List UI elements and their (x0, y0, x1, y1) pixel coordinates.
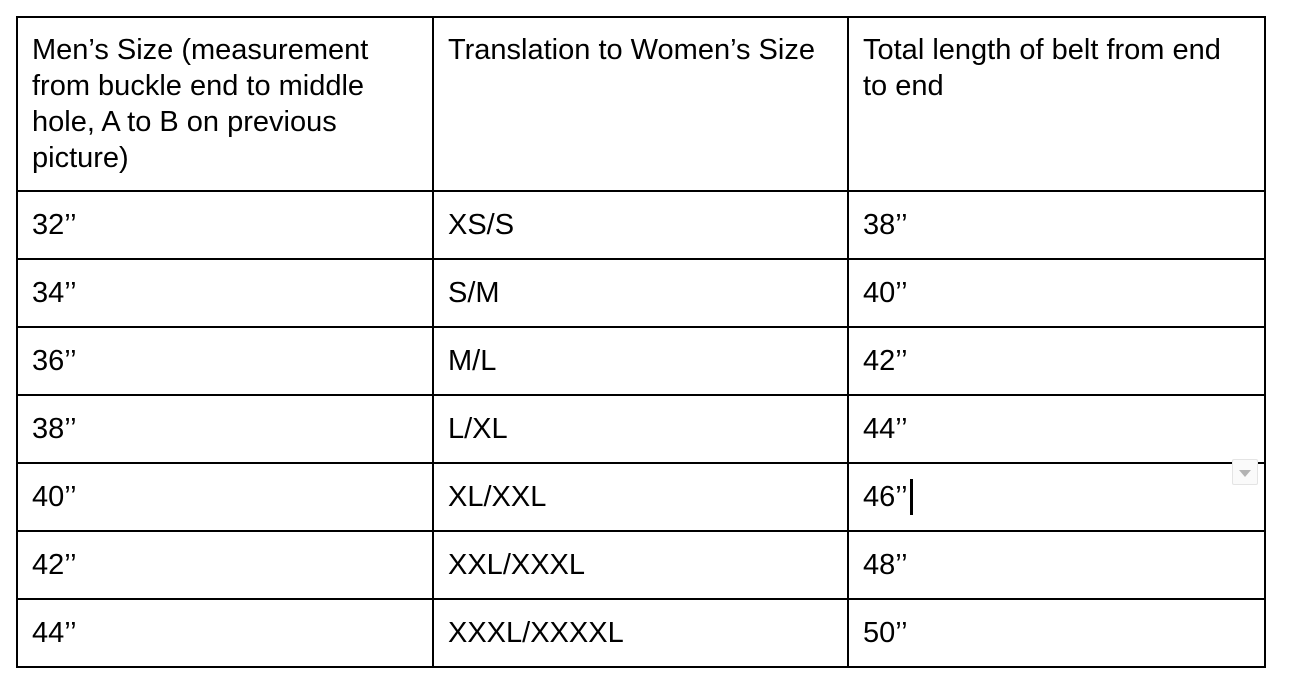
text-cursor (909, 479, 913, 515)
cell-text: XXL/XXXL (448, 549, 586, 581)
cell-text: 42’’ (32, 549, 77, 581)
cell-womens-size[interactable]: L/XL (432, 394, 849, 464)
cell-mens-size[interactable]: 42’’ (16, 530, 434, 600)
cell-total-length[interactable]: 44’’ (847, 394, 1266, 464)
cell-womens-size[interactable]: S/M (432, 258, 849, 328)
cell-womens-size[interactable]: M/L (432, 326, 849, 396)
cell-text: 48’’ (863, 549, 908, 581)
cell-text: XL/XXL (448, 481, 547, 513)
cell-text: 40’’ (32, 481, 77, 513)
cell-total-length-active[interactable]: 46’’ (847, 462, 1266, 532)
cell-text: 50’’ (863, 617, 908, 649)
table-row: 36’’ M/L 42’’ (16, 326, 1266, 396)
cell-mens-size[interactable]: 44’’ (16, 598, 434, 668)
cell-text: 36’’ (32, 345, 77, 377)
cell-text: 38’’ (863, 209, 908, 241)
table-row-with-cursor: 40’’ XL/XXL 46’’ (16, 462, 1266, 532)
header-text: Men’s Size (measurement from buckle end … (32, 34, 369, 174)
cell-mens-size[interactable]: 34’’ (16, 258, 434, 328)
cell-womens-size[interactable]: XS/S (432, 190, 849, 260)
cell-text: 34’’ (32, 277, 77, 309)
cell-text: 46’’ (863, 481, 908, 513)
cell-mens-size[interactable]: 40’’ (16, 462, 434, 532)
cell-text: L/XL (448, 413, 508, 445)
table-row: 34’’ S/M 40’’ (16, 258, 1266, 328)
header-cell-mens-size[interactable]: Men’s Size (measurement from buckle end … (16, 16, 434, 192)
table-row: 44’’ XXXL/XXXXL 50’’ (16, 598, 1266, 668)
cell-text: 40’’ (863, 277, 908, 309)
cell-total-length[interactable]: 50’’ (847, 598, 1266, 668)
table-row: 42’’ XXL/XXXL 48’’ (16, 530, 1266, 600)
header-text: Translation to Women’s Size (448, 34, 815, 66)
cell-text: S/M (448, 277, 500, 309)
table-row: 38’’ L/XL 44’’ (16, 394, 1266, 464)
header-cell-total-length[interactable]: Total length of belt from end to end (847, 16, 1266, 192)
cell-womens-size[interactable]: XXL/XXXL (432, 530, 849, 600)
header-row: Men’s Size (measurement from buckle end … (16, 16, 1266, 192)
table-row: 32’’ XS/S 38’’ (16, 190, 1266, 260)
cell-womens-size[interactable]: XXXL/XXXXL (432, 598, 849, 668)
cell-mens-size[interactable]: 38’’ (16, 394, 434, 464)
table-dropdown-button[interactable] (1232, 459, 1258, 485)
cell-mens-size[interactable]: 32’’ (16, 190, 434, 260)
cell-text: 32’’ (32, 209, 77, 241)
cell-text: M/L (448, 345, 497, 377)
cell-text: XXXL/XXXXL (448, 617, 624, 649)
belt-size-chart-table: Men’s Size (measurement from buckle end … (16, 16, 1266, 668)
cell-total-length[interactable]: 40’’ (847, 258, 1266, 328)
cell-text: 38’’ (32, 413, 77, 445)
chevron-down-icon (1239, 469, 1251, 477)
cell-text: 44’’ (863, 413, 908, 445)
cell-total-length[interactable]: 38’’ (847, 190, 1266, 260)
cell-text: 42’’ (863, 345, 908, 377)
cell-text: 44’’ (32, 617, 77, 649)
header-text: Total length of belt from end to end (863, 34, 1221, 102)
cell-text: XS/S (448, 209, 515, 241)
cell-total-length[interactable]: 48’’ (847, 530, 1266, 600)
header-cell-womens-size[interactable]: Translation to Women’s Size (432, 16, 849, 192)
cell-total-length[interactable]: 42’’ (847, 326, 1266, 396)
cell-womens-size[interactable]: XL/XXL (432, 462, 849, 532)
cell-mens-size[interactable]: 36’’ (16, 326, 434, 396)
